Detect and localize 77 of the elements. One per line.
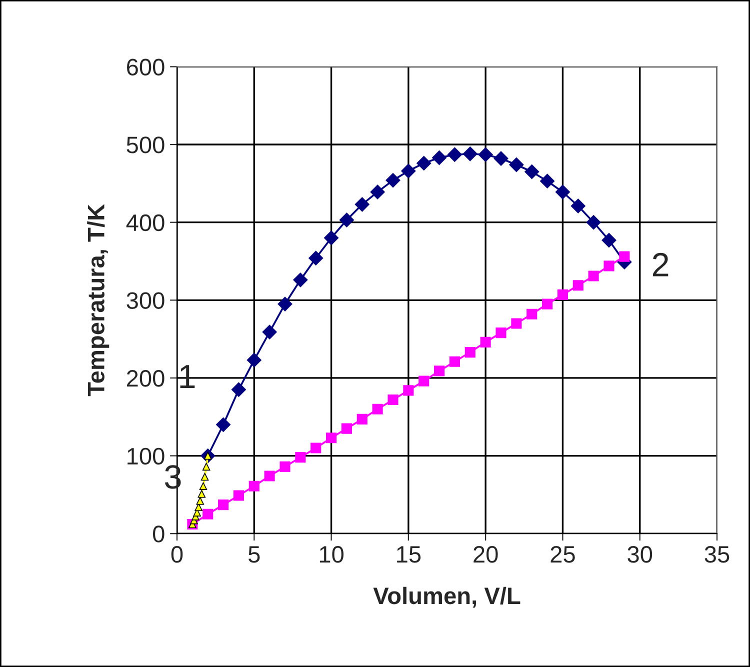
x-tick-label: 0 xyxy=(171,546,183,563)
point xyxy=(308,250,324,266)
y-tick-label: 500 xyxy=(126,136,164,154)
x-tick-label: 25 xyxy=(550,546,575,563)
point xyxy=(480,336,491,348)
point xyxy=(586,215,601,230)
point xyxy=(619,251,630,262)
point xyxy=(231,382,246,397)
point xyxy=(447,147,462,162)
y-axis-title: Temperatura, T/K xyxy=(87,204,110,396)
point xyxy=(557,289,568,300)
point xyxy=(372,404,383,414)
point xyxy=(496,328,506,338)
point xyxy=(200,472,209,481)
point xyxy=(511,318,522,329)
x-tick-label: 20 xyxy=(474,546,498,563)
point xyxy=(555,184,570,200)
point xyxy=(494,151,508,166)
point xyxy=(264,470,275,482)
y-tick-label: 100 xyxy=(128,448,164,465)
point xyxy=(386,173,400,188)
point xyxy=(198,490,206,498)
point xyxy=(202,462,210,471)
point xyxy=(403,385,414,396)
point xyxy=(462,146,478,162)
point xyxy=(199,482,208,490)
x-tick-label: 30 xyxy=(628,546,652,563)
point xyxy=(570,198,586,214)
point xyxy=(341,423,352,434)
point xyxy=(416,156,432,170)
point xyxy=(280,461,290,472)
y-tick-label: 400 xyxy=(126,214,164,232)
point xyxy=(356,414,368,424)
point xyxy=(196,497,204,505)
point xyxy=(354,197,370,212)
point xyxy=(233,490,244,501)
point xyxy=(572,280,584,291)
point xyxy=(602,232,616,248)
point xyxy=(216,417,231,432)
point xyxy=(262,324,277,340)
point xyxy=(588,270,599,282)
point xyxy=(604,260,614,272)
point xyxy=(478,147,493,162)
y-tick-label: 200 xyxy=(126,370,164,387)
point xyxy=(339,212,354,228)
x-tick-label: 5 xyxy=(248,546,260,563)
point xyxy=(326,432,337,444)
point xyxy=(524,164,540,180)
point xyxy=(248,480,260,492)
x-tick-label: 15 xyxy=(397,546,421,563)
point xyxy=(418,376,430,386)
point xyxy=(310,442,322,454)
point xyxy=(370,184,385,200)
point xyxy=(434,366,445,376)
point xyxy=(449,356,460,367)
point xyxy=(542,298,553,310)
point xyxy=(432,150,447,166)
point xyxy=(246,352,262,368)
x-axis-title: Volumen, V/L xyxy=(373,586,520,608)
point xyxy=(540,174,555,188)
x-tick-label: 35 xyxy=(704,546,730,563)
point xyxy=(388,394,398,406)
point xyxy=(202,508,214,520)
point xyxy=(464,347,476,358)
y-tick-label: 0 xyxy=(152,526,164,542)
point xyxy=(218,500,229,510)
point xyxy=(295,452,306,463)
point xyxy=(324,230,339,246)
point xyxy=(293,272,308,288)
x-tick-label: 10 xyxy=(320,546,344,563)
annotation: 2 xyxy=(652,252,668,276)
point xyxy=(401,164,416,178)
point xyxy=(526,308,538,320)
point xyxy=(509,157,524,172)
point xyxy=(278,296,292,312)
y-tick-label: 300 xyxy=(126,292,164,309)
y-tick-label: 600 xyxy=(127,58,164,76)
